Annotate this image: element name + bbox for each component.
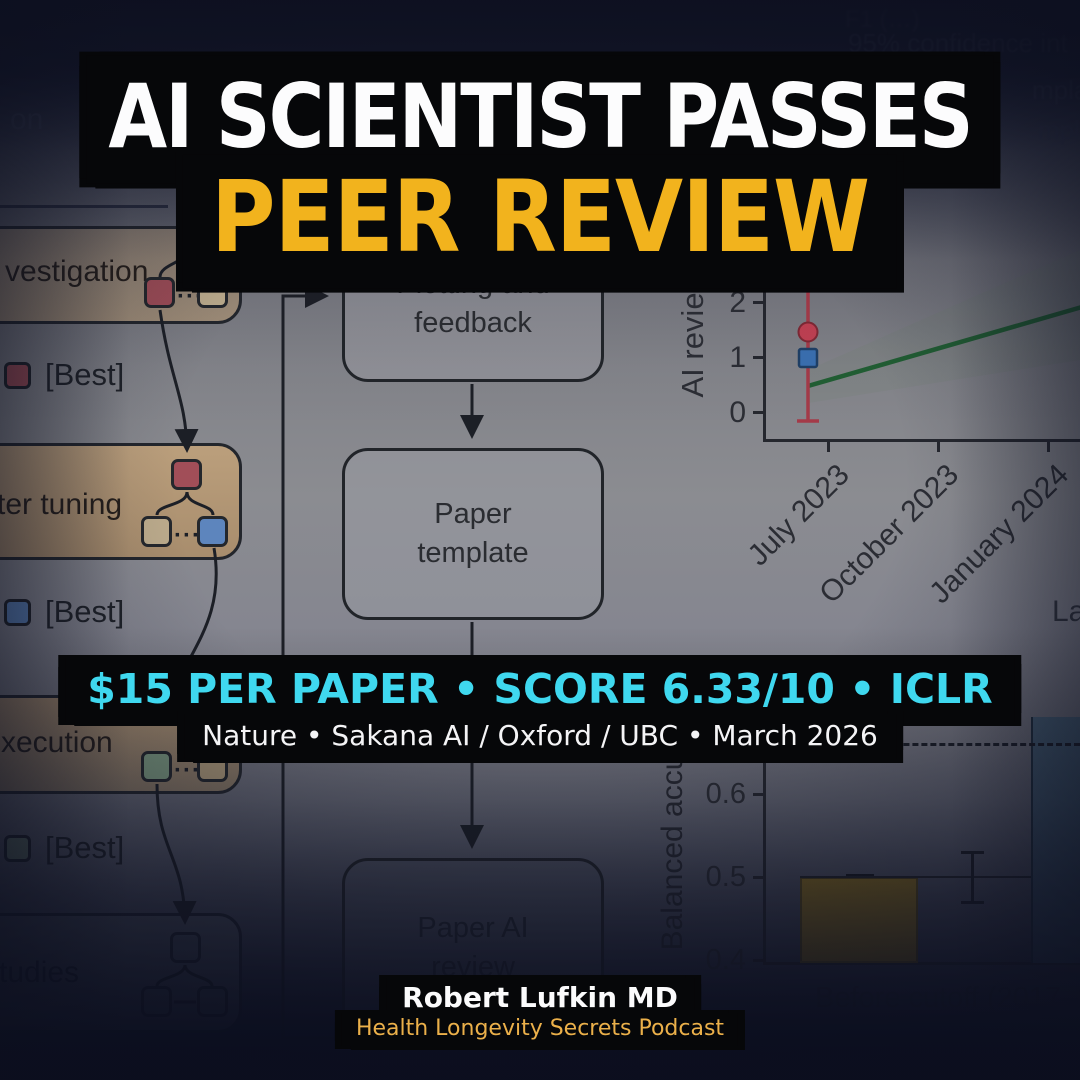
blue-bar xyxy=(1031,717,1080,963)
credit-show: Health Longevity Secrets Podcast xyxy=(341,1013,739,1046)
y-tick-label: 0.6 xyxy=(705,778,746,810)
blue-square-point xyxy=(797,347,819,369)
red-circle-point xyxy=(797,321,819,343)
stats-subline: Nature • Sakana AI / Oxford / UBC • Marc… xyxy=(184,714,896,759)
reviewer-x-axis xyxy=(763,439,1080,442)
credit-row-2: Health Longevity Secrets Podcast xyxy=(341,1013,739,1046)
flow-connectors xyxy=(155,230,484,1040)
error-bar-cap xyxy=(961,901,984,904)
y-tick-label: 0.4 xyxy=(705,944,746,976)
gold-bar xyxy=(800,877,918,963)
y-tick xyxy=(753,959,763,962)
y-tick-label: 0.5 xyxy=(705,861,746,893)
headline-row-2: PEER REVIEW xyxy=(182,154,898,289)
y-tick xyxy=(753,876,763,879)
error-bar-cap xyxy=(961,851,984,854)
source-row: Nature • Sakana AI / Oxford / UBC • Marc… xyxy=(184,714,896,759)
y-tick xyxy=(753,411,763,414)
y-tick xyxy=(753,793,763,796)
bar-category-label: Before cutoff (2017–2 xyxy=(815,982,1080,1014)
x-tick xyxy=(1047,442,1050,452)
headline-line2: PEER REVIEW xyxy=(182,154,898,289)
y-tick xyxy=(753,356,763,359)
error-bar xyxy=(971,852,974,904)
x-tick xyxy=(937,442,940,452)
stats-row: $15 PER PAPER • SCORE 6.33/10 • ICLR xyxy=(65,658,1015,722)
y-tick xyxy=(753,301,763,304)
stats-headline: $15 PER PAPER • SCORE 6.33/10 • ICLR xyxy=(65,658,1015,722)
x-axis-title-fragment: La xyxy=(1052,595,1080,628)
x-tick xyxy=(827,442,830,452)
accuracy-y-axis-title: Balanced accu xyxy=(656,753,689,951)
